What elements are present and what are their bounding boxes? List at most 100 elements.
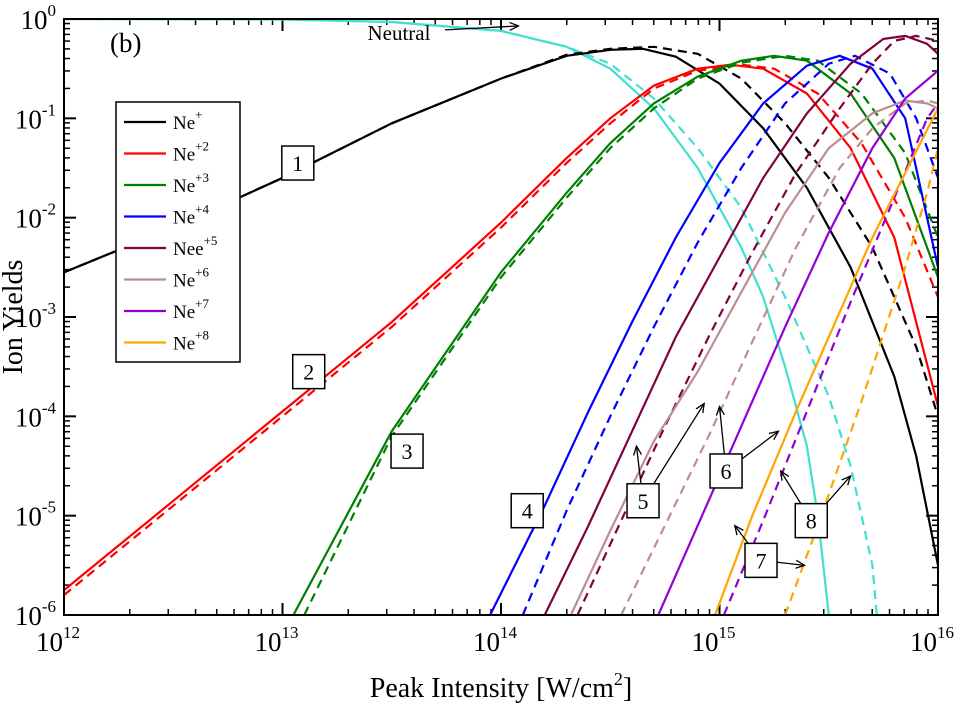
series-neep5-solid — [543, 34, 938, 615]
legend-entry-label: Ne+6 — [173, 265, 209, 292]
x-tick-base: 10 — [36, 627, 63, 657]
y-tick-base: 10 — [15, 601, 42, 631]
annotation-label-3: 3 — [402, 439, 413, 464]
legend-entry-sup: +5 — [204, 233, 218, 248]
plot-frame — [63, 18, 939, 616]
annotation-neutral-label: Neutral — [367, 21, 430, 45]
legend-entry-sup: +4 — [195, 202, 209, 217]
y-tick-label: 10-5 — [15, 498, 56, 532]
annotation-box — [281, 145, 315, 181]
x-tick-exp: 15 — [719, 623, 736, 642]
annotation-arrow — [444, 26, 519, 30]
legend-box — [115, 101, 241, 363]
y-tick-base: 10 — [15, 502, 42, 532]
annotation-box — [744, 542, 778, 579]
legend-entry-label: Ne+7 — [173, 296, 209, 323]
y-tick-label: 10-4 — [15, 398, 57, 432]
x-tick-base: 10 — [692, 627, 719, 657]
y-tick-label: 100 — [21, 1, 57, 35]
series-nep4-dashed — [521, 54, 938, 615]
legend-entry-sup: +2 — [195, 139, 209, 154]
x-axis-title-end: ] — [623, 673, 632, 704]
y-tick-base: 10 — [15, 204, 42, 234]
x-tick-exp: 13 — [282, 623, 299, 642]
y-tick-base: 10 — [15, 402, 42, 432]
x-axis-title: Peak Intensity [W/cm2] — [370, 669, 632, 704]
legend-entry-label: Ne+2 — [173, 139, 209, 166]
legend-entry-label: Ne+3 — [173, 170, 209, 197]
annotation-label-8: 8 — [806, 509, 817, 534]
x-tick-base: 10 — [473, 627, 500, 657]
series-nep6-dashed — [620, 99, 938, 615]
x-tick-label: 1013 — [255, 623, 299, 657]
series-layer — [64, 19, 938, 615]
y-tick-exp: -1 — [42, 100, 56, 119]
series-nep7-solid — [657, 69, 938, 615]
y-tick-exp: -2 — [42, 200, 56, 219]
x-tick-label: 1016 — [910, 623, 954, 657]
x-axis-title-sup: 2 — [614, 669, 623, 689]
legend-entry-label: Ne+8 — [173, 328, 209, 355]
series-nep3-dashed — [303, 54, 938, 615]
annotation-label-5: 5 — [638, 489, 649, 514]
annotation-label-2: 2 — [303, 360, 314, 385]
x-tick-exp: 16 — [937, 623, 954, 642]
legend-entry-base: Ne — [173, 208, 195, 229]
x-tick-exp: 12 — [63, 623, 80, 642]
y-tick-base: 10 — [15, 303, 42, 333]
y-tick-exp: -5 — [42, 498, 56, 517]
x-tick-exp: 14 — [500, 623, 518, 642]
series-nep7-dashed — [722, 102, 938, 615]
legend-entry-label: Ne+ — [173, 107, 203, 134]
annotation-layer: Neutral 1 2 3 4 5 6 7 8 — [281, 21, 851, 579]
annotation-box — [510, 492, 544, 529]
x-tick-label: 1012 — [36, 623, 80, 657]
series-group — [64, 19, 938, 615]
series-nep4-solid — [489, 54, 938, 615]
annotation-box — [709, 453, 743, 489]
y-axis-title: Ion Yields — [0, 260, 29, 375]
annotation-label-7: 7 — [756, 548, 767, 573]
legend-entry-sup: +8 — [195, 328, 209, 343]
tick-labels: 1012 1013 1014 1015 101610010-110-210-310-41… — [15, 1, 954, 657]
y-tick-exp: -6 — [42, 597, 56, 616]
legend-entry-sup: +3 — [195, 170, 209, 185]
legend-entry-label: Ne+4 — [173, 202, 209, 229]
legend-entry-base: Ne — [173, 302, 195, 323]
annotation-label-1: 1 — [292, 151, 303, 176]
x-tick-label: 1015 — [692, 623, 736, 657]
legend-entry-base: Ne — [173, 145, 195, 166]
series-nep2-dashed — [64, 63, 938, 596]
x-axis-title-main: Peak Intensity [W/cm — [370, 673, 614, 704]
legend-entry-sup: +7 — [195, 296, 209, 311]
x-tick-label: 1014 — [473, 623, 518, 657]
legend-entry-sup: +6 — [195, 265, 209, 280]
y-tick-base: 10 — [15, 104, 42, 134]
series-nep8-solid — [714, 107, 938, 615]
series-neep5-dashed — [576, 34, 938, 615]
annotation-box — [794, 502, 829, 539]
annotation-label-4: 4 — [522, 499, 533, 524]
legend-entry-sup: + — [195, 107, 202, 122]
panel-label: (b) — [110, 28, 141, 58]
y-tick-label: 10-2 — [15, 200, 56, 234]
legend-entry-base: Nee — [173, 239, 204, 260]
legend-entry-base: Ne — [173, 271, 195, 292]
x-tick-base: 10 — [910, 627, 937, 657]
x-tick-base: 10 — [255, 627, 282, 657]
y-tick-exp: 0 — [48, 1, 57, 20]
y-tick-label: 10-3 — [15, 299, 56, 333]
series-nep6-solid — [569, 99, 938, 615]
annotation-box — [626, 483, 660, 519]
legend-entry-base: Ne — [173, 334, 195, 355]
annotation-label-6: 6 — [721, 459, 732, 484]
y-tick-base: 10 — [21, 5, 48, 35]
legend-entry-base: Ne — [173, 113, 195, 134]
y-tick-exp: -3 — [42, 299, 56, 318]
y-tick-label: 10-1 — [15, 100, 56, 134]
legend-entry-label: Nee+5 — [173, 233, 217, 260]
series-nep8-dashed — [784, 147, 938, 615]
y-tick-label: 10-6 — [15, 597, 56, 631]
